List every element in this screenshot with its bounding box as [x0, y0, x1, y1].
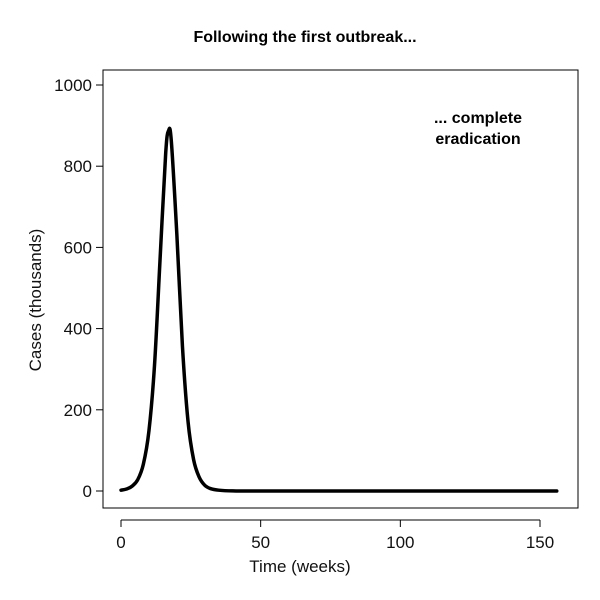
annotation-line-1: ... complete	[434, 110, 522, 127]
y-tick-label: 1000	[54, 76, 92, 95]
y-tick-label: 800	[64, 157, 92, 176]
x-tick-label: 150	[526, 533, 554, 552]
y-axis-title: Cases (thousands)	[26, 229, 45, 372]
annotation-line-2: eradication	[435, 131, 520, 148]
y-axis: 0 200 400 600 800 1000	[54, 76, 104, 501]
x-tick-label: 0	[116, 533, 125, 552]
x-tick-label: 50	[251, 533, 270, 552]
y-tick-label: 0	[83, 482, 92, 501]
series-line	[119, 126, 559, 493]
y-tick-label: 600	[64, 238, 92, 257]
x-axis-title: Time (weeks)	[249, 557, 350, 576]
y-tick-label: 200	[64, 401, 92, 420]
chart-title: Following the first outbreak...	[193, 29, 416, 46]
x-tick-label: 100	[386, 533, 414, 552]
y-tick-label: 400	[64, 320, 92, 339]
x-axis: 0 50 100 150	[116, 519, 554, 552]
